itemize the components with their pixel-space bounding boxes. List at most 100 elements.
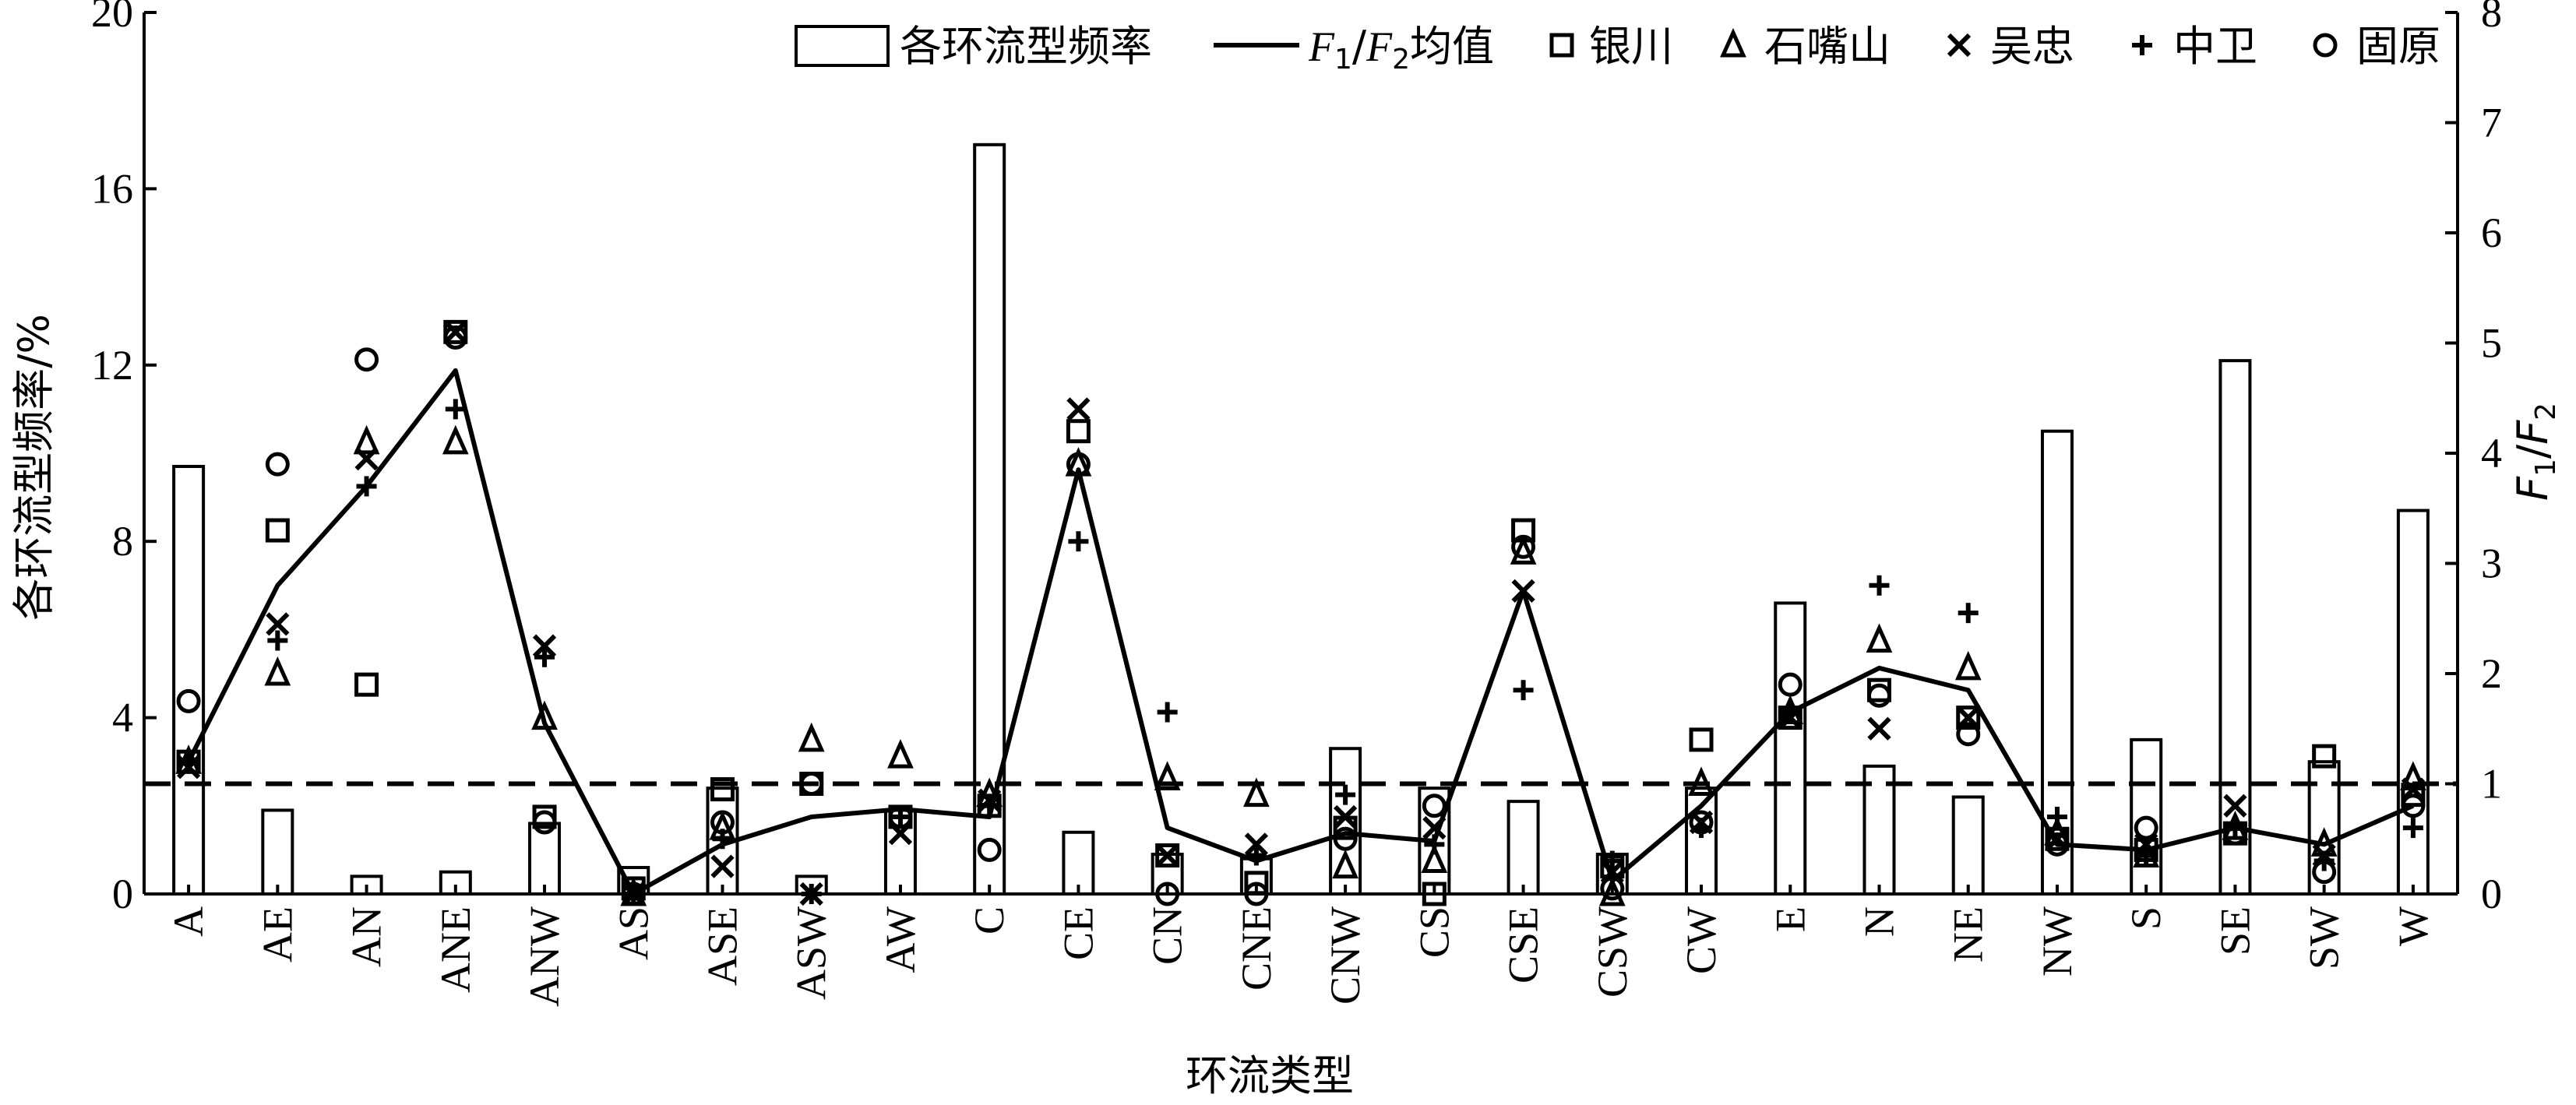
- mean-line-layer: [186, 368, 2415, 896]
- point-x-AE: [266, 612, 290, 636]
- mean-line: [186, 368, 2415, 896]
- y-left-tick-label: 16: [91, 165, 133, 212]
- point-x-CSE: [1511, 579, 1535, 603]
- legend-guyuan-label: 固原: [2356, 22, 2440, 71]
- x-tick-label: CNW: [1322, 906, 1369, 1005]
- point-triangle-CS: [1421, 843, 1448, 874]
- x-tick-label: CNE: [1233, 906, 1280, 991]
- legend-bar-swatch: [795, 25, 890, 67]
- point-plus-NW: [2046, 806, 2067, 827]
- point-circle-CSE: [1511, 534, 1536, 559]
- legend-bar-label: 各环流型频率: [900, 22, 1152, 71]
- point-square-CE: [1066, 419, 1091, 444]
- point-square-AE: [265, 518, 290, 543]
- x-axis-title: 环流类型: [1186, 1051, 1354, 1100]
- x-tick-label: AN: [344, 906, 390, 967]
- point-plus-AW: [890, 806, 911, 827]
- point-circle-CSW: [1600, 876, 1625, 901]
- x-tick-label: ASW: [788, 906, 835, 1000]
- point-circle-C: [977, 837, 1002, 862]
- point-circle-A: [176, 688, 201, 713]
- y-right-tick-label: 1: [2481, 761, 2502, 808]
- point-square-ASE: [710, 777, 735, 802]
- point-x-CE: [1066, 397, 1091, 421]
- markers-layer: [175, 319, 2426, 906]
- y-left-tick-label: 0: [112, 871, 133, 917]
- x-tick-label: AS: [610, 906, 657, 960]
- legend-shizuishan-marker: [1720, 27, 1746, 58]
- point-plus-CN: [1157, 702, 1178, 723]
- point-triangle-CSE: [1510, 535, 1537, 565]
- point-x-CNE: [1244, 832, 1269, 857]
- y-axis-right-title-f1: F: [2508, 476, 2557, 501]
- bar-E: [1774, 601, 1807, 896]
- x-tick-label: SW: [2301, 906, 2348, 970]
- y-right-tick-label: 3: [2481, 540, 2502, 587]
- point-plus-N: [1869, 575, 1890, 596]
- point-circle-AW: [888, 804, 913, 829]
- y-left-tick-label: 4: [112, 695, 133, 741]
- point-triangle-AE: [264, 656, 291, 686]
- bar-A: [172, 464, 206, 896]
- x-tick-label: AW: [877, 906, 924, 973]
- x-tick-label: ASE: [700, 906, 746, 986]
- point-circle-CS: [1422, 794, 1447, 818]
- point-circle-ASW: [799, 772, 824, 796]
- point-triangle-ANE: [442, 424, 469, 455]
- point-circle-E: [1778, 672, 1802, 697]
- y-right-tick-label: 4: [2481, 430, 2502, 477]
- x-tick-label: CS: [1411, 906, 1457, 958]
- y-axis-right-title-sub2: 2: [2530, 403, 2562, 421]
- point-circle-CW: [1689, 810, 1714, 835]
- point-circle-NW: [2045, 832, 2070, 857]
- point-x-CN: [1155, 843, 1179, 867]
- y-left-tick-label: 8: [112, 518, 133, 565]
- point-circle-AN: [354, 347, 379, 372]
- point-square-NE: [1956, 706, 1981, 730]
- point-circle-ANE: [443, 325, 468, 350]
- point-triangle-ANW: [531, 700, 558, 730]
- y-right-tick-label: 5: [2481, 320, 2502, 367]
- x-tick-label: CE: [1055, 906, 1101, 960]
- point-plus-CS: [1424, 834, 1445, 855]
- point-square-W: [2401, 783, 2426, 808]
- point-x-SE: [2223, 794, 2247, 818]
- legend-zhongwei-label: 中卫: [2173, 22, 2257, 71]
- legend-marker-triangle: [1720, 27, 1746, 58]
- x-tick-label: ANE: [432, 906, 479, 993]
- x-tick-label: E: [1767, 906, 1813, 932]
- x-tick-label: C: [966, 906, 1013, 934]
- x-tick-label: NE: [1945, 906, 1992, 962]
- point-plus-ANE: [445, 399, 466, 420]
- point-plus-C: [979, 795, 1000, 816]
- point-plus-AE: [267, 630, 288, 651]
- legend-guyuan-marker: [2313, 33, 2338, 58]
- point-plus-CE: [1068, 531, 1089, 552]
- point-plus-S: [2136, 845, 2157, 866]
- point-x-NW: [2045, 827, 2070, 851]
- point-square-SW: [2312, 744, 2337, 769]
- y-right-tick-label: 6: [2481, 209, 2502, 256]
- point-circle-ANW: [532, 810, 557, 835]
- y-axis-right-title-f2: F: [2508, 420, 2557, 445]
- point-triangle-N: [1866, 623, 1893, 653]
- legend-marker-x: [1947, 33, 1972, 58]
- legend-marker-plus: [2132, 35, 2152, 55]
- bar-CSE: [1506, 800, 1540, 896]
- point-circle-S: [2134, 815, 2158, 840]
- legend-marker-circle: [2313, 33, 2338, 58]
- bar-NE: [1951, 795, 1985, 896]
- point-square-AN: [354, 672, 379, 697]
- point-plus-A: [178, 751, 199, 772]
- point-triangle-NE: [1954, 650, 1982, 681]
- y-axis-left-title: 各环流型频率/%: [9, 314, 58, 621]
- point-plus-CNE: [1246, 845, 1267, 866]
- x-tick-label: ANW: [521, 906, 568, 1007]
- x-tick-label: CSW: [1589, 906, 1636, 998]
- point-triangle-ASW: [798, 722, 825, 752]
- point-plus-AN: [356, 476, 377, 497]
- y-axis-right-title-sub1: 1: [2530, 459, 2562, 477]
- point-plus-ANW: [534, 646, 555, 667]
